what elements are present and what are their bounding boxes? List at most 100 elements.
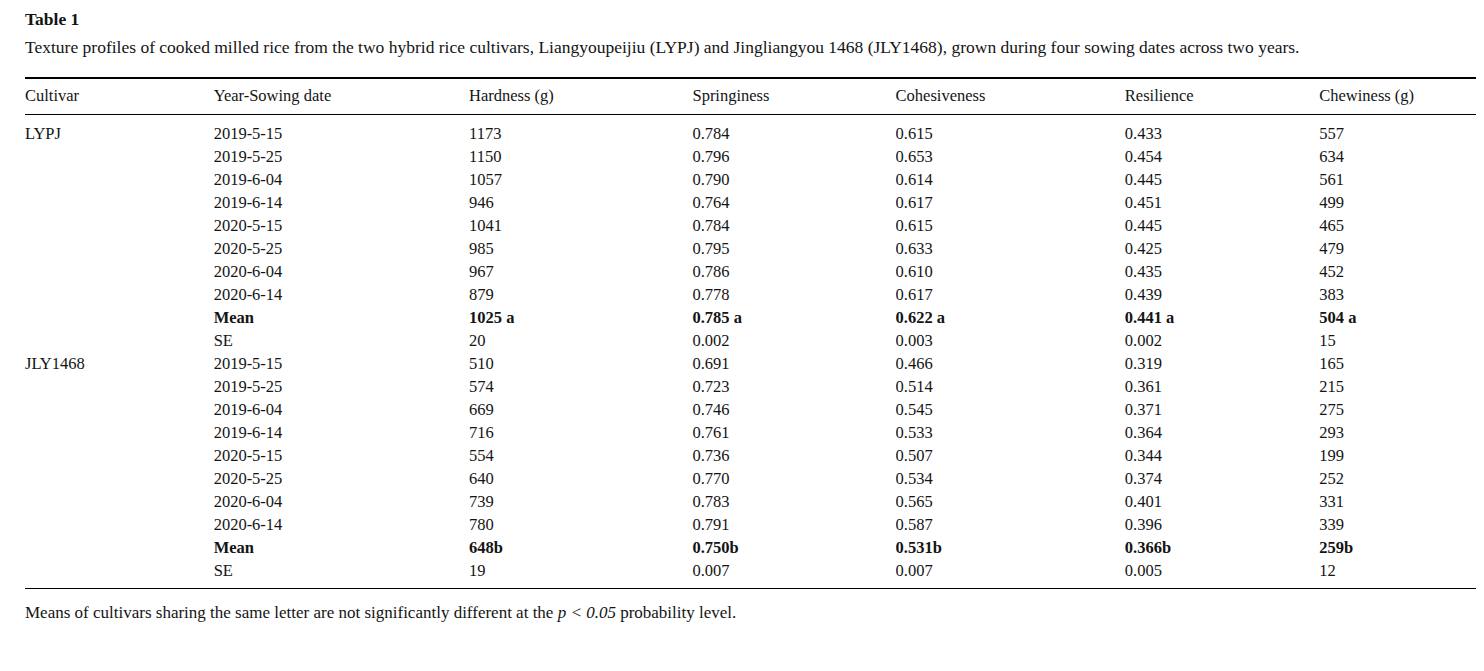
table-cell: 0.615 xyxy=(896,214,1125,237)
table-cell: 0.545 xyxy=(896,398,1125,421)
table-cell: SE xyxy=(214,559,469,589)
table-cell: 0.736 xyxy=(692,444,895,467)
table-cell: 0.617 xyxy=(896,283,1125,306)
table-cell: 215 xyxy=(1319,375,1476,398)
table-cell: 0.785 a xyxy=(692,306,895,329)
table-cell: 0.795 xyxy=(692,237,895,260)
table-cell: 2020-5-15 xyxy=(214,444,469,467)
table-cell: 2020-5-25 xyxy=(214,467,469,490)
column-header: Springiness xyxy=(692,78,895,115)
table-cell xyxy=(25,168,214,191)
table-cell: 0.401 xyxy=(1125,490,1319,513)
table-cell: 0.778 xyxy=(692,283,895,306)
table-cell: 0.784 xyxy=(692,214,895,237)
table-cell: 2019-6-14 xyxy=(214,421,469,444)
table-cell: 2019-5-15 xyxy=(214,115,469,146)
table-caption: Texture profiles of cooked milled rice f… xyxy=(25,34,1476,60)
column-header: Cohesiveness xyxy=(896,78,1125,115)
table-cell: 716 xyxy=(469,421,692,444)
table-cell: 504 a xyxy=(1319,306,1476,329)
table-cell: 383 xyxy=(1319,283,1476,306)
table-cell: 557 xyxy=(1319,115,1476,146)
table-cell: 0.005 xyxy=(1125,559,1319,589)
table-cell: 165 xyxy=(1319,352,1476,375)
table-cell: 2019-5-25 xyxy=(214,375,469,398)
table-body: LYPJ2019-5-1511730.7840.6150.4335572019-… xyxy=(25,115,1476,589)
table-cell: 510 xyxy=(469,352,692,375)
table-cell: 0.761 xyxy=(692,421,895,444)
table-cell: 19 xyxy=(469,559,692,589)
table-row: Mean1025 a0.785 a0.622 a0.441 a504 a xyxy=(25,306,1476,329)
table-head: CultivarYear-Sowing dateHardness (g)Spri… xyxy=(25,78,1476,115)
table-cell: 0.622 a xyxy=(896,306,1125,329)
table-cell: 780 xyxy=(469,513,692,536)
table-label: Table 1 xyxy=(25,7,1476,31)
table-cell xyxy=(25,536,214,559)
table-cell: 0.364 xyxy=(1125,421,1319,444)
table-cell: 12 xyxy=(1319,559,1476,589)
table-cell xyxy=(25,467,214,490)
table-footnote: Means of cultivars sharing the same lett… xyxy=(25,601,1476,625)
table-cell xyxy=(25,329,214,352)
table-cell: 0.746 xyxy=(692,398,895,421)
table-cell: 2019-6-04 xyxy=(214,168,469,191)
table-row: Mean648b0.750b0.531b0.366b259b xyxy=(25,536,1476,559)
table-cell: 0.366b xyxy=(1125,536,1319,559)
table-cell xyxy=(25,283,214,306)
table-cell: 0.007 xyxy=(692,559,895,589)
column-header: Resilience xyxy=(1125,78,1319,115)
table-cell: 0.003 xyxy=(896,329,1125,352)
paper-page: Table 1 Texture profiles of cooked mille… xyxy=(0,0,1484,671)
table-cell: Mean xyxy=(214,306,469,329)
table-row: 2020-6-049670.7860.6100.435452 xyxy=(25,260,1476,283)
table-cell: 1041 xyxy=(469,214,692,237)
table-cell: 293 xyxy=(1319,421,1476,444)
texture-profiles-table: CultivarYear-Sowing dateHardness (g)Spri… xyxy=(25,77,1476,589)
table-cell: 0.319 xyxy=(1125,352,1319,375)
table-row: 2019-6-149460.7640.6170.451499 xyxy=(25,191,1476,214)
table-cell: 465 xyxy=(1319,214,1476,237)
table-cell: SE xyxy=(214,329,469,352)
table-cell: 1025 a xyxy=(469,306,692,329)
table-cell xyxy=(25,490,214,513)
table-cell: 0.361 xyxy=(1125,375,1319,398)
table-cell xyxy=(25,513,214,536)
table-cell xyxy=(25,398,214,421)
table-cell: 0.615 xyxy=(896,115,1125,146)
table-cell: 2020-5-15 xyxy=(214,214,469,237)
table-cell: 331 xyxy=(1319,490,1476,513)
table-cell: 554 xyxy=(469,444,692,467)
table-cell xyxy=(25,237,214,260)
table-row: SE190.0070.0070.00512 xyxy=(25,559,1476,589)
table-cell: 0.435 xyxy=(1125,260,1319,283)
table-cell: 648b xyxy=(469,536,692,559)
table-cell: 0.534 xyxy=(896,467,1125,490)
table-cell: 1150 xyxy=(469,145,692,168)
table-cell: 0.770 xyxy=(692,467,895,490)
table-cell: 879 xyxy=(469,283,692,306)
table-cell: 0.507 xyxy=(896,444,1125,467)
table-row: SE200.0020.0030.00215 xyxy=(25,329,1476,352)
table-cell xyxy=(25,306,214,329)
table-row: 2020-5-256400.7700.5340.374252 xyxy=(25,467,1476,490)
table-cell xyxy=(25,260,214,283)
table-cell: 574 xyxy=(469,375,692,398)
table-cell: 0.445 xyxy=(1125,214,1319,237)
table-cell: 0.565 xyxy=(896,490,1125,513)
table-row: 2020-6-047390.7830.5650.401331 xyxy=(25,490,1476,513)
table-cell: 0.441 a xyxy=(1125,306,1319,329)
table-cell: 2020-6-14 xyxy=(214,513,469,536)
table-cell: 640 xyxy=(469,467,692,490)
table-cell: 0.764 xyxy=(692,191,895,214)
table-cell: 0.425 xyxy=(1125,237,1319,260)
table-row: 2020-5-1510410.7840.6150.445465 xyxy=(25,214,1476,237)
table-row: 2019-6-0410570.7900.6140.445561 xyxy=(25,168,1476,191)
table-cell: 634 xyxy=(1319,145,1476,168)
table-cell: 561 xyxy=(1319,168,1476,191)
table-row: 2019-6-046690.7460.5450.371275 xyxy=(25,398,1476,421)
footnote-text-prefix: Means of cultivars sharing the same lett… xyxy=(25,603,558,622)
table-cell: 15 xyxy=(1319,329,1476,352)
table-cell: Mean xyxy=(214,536,469,559)
column-header: Hardness (g) xyxy=(469,78,692,115)
table-cell xyxy=(25,559,214,589)
